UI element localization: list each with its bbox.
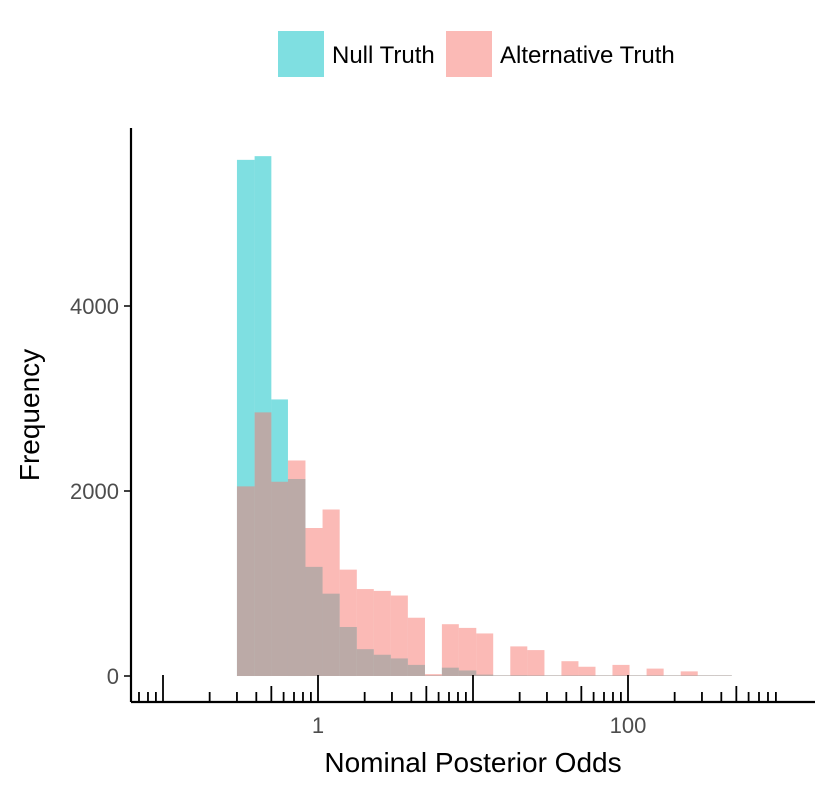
bar-alternative-truth-0 xyxy=(236,486,255,677)
bar-alternative-truth-25 xyxy=(663,675,681,676)
bar-alternative-truth-9 xyxy=(390,595,408,676)
x-tick-label-100: 100 xyxy=(610,713,647,738)
axes-layer: 0 2000 4000 1 100 xyxy=(70,128,815,738)
y-tick-label-4000: 4000 xyxy=(70,294,119,319)
bar-alternative-truth-1 xyxy=(254,412,272,677)
bar-alternative-truth-5 xyxy=(322,509,340,676)
bar-alternative-truth-12 xyxy=(441,624,459,676)
bar-alternative-truth-17 xyxy=(527,650,545,676)
bar-alternative-truth-13 xyxy=(458,627,477,676)
bar-alternative-truth-21 xyxy=(595,675,613,676)
bar-alternative-truth-15 xyxy=(493,675,511,676)
bar-alternative-truth-18 xyxy=(544,675,562,676)
bar-alternative-truth-6 xyxy=(339,569,357,677)
y-tick-label-2000: 2000 xyxy=(70,479,119,504)
x-axis-title: Nominal Posterior Odds xyxy=(324,747,621,778)
legend-label-null-truth: Null Truth xyxy=(332,42,435,69)
bar-alternative-truth-10 xyxy=(407,617,425,676)
bar-alternative-truth-28 xyxy=(714,675,732,676)
x-tick-label-1: 1 xyxy=(312,713,324,738)
bar-alternative-truth-11 xyxy=(424,674,442,676)
bar-alternative-truth-24 xyxy=(646,668,664,676)
bar-alternative-truth-2 xyxy=(271,481,288,676)
bar-alternative-truth-7 xyxy=(356,589,374,676)
y-axis-title: Frequency xyxy=(14,349,45,481)
bar-alternative-truth-26 xyxy=(680,671,698,677)
bar-alternative-truth-16 xyxy=(510,646,528,676)
bar-alternative-truth-3 xyxy=(287,460,306,677)
legend-key-alternative-truth xyxy=(446,31,492,77)
legend: Null Truth Alternative Truth xyxy=(278,31,675,77)
bar-alternative-truth-4 xyxy=(305,528,323,676)
legend-label-alternative-truth: Alternative Truth xyxy=(500,42,675,69)
bar-alternative-truth-8 xyxy=(373,590,391,676)
bars-layer xyxy=(236,156,732,677)
bar-alternative-truth-22 xyxy=(612,664,630,676)
bar-alternative-truth-14 xyxy=(476,633,494,676)
y-tick-label-0: 0 xyxy=(107,664,119,689)
legend-key-null-truth xyxy=(278,31,324,77)
bar-alternative-truth-27 xyxy=(697,675,715,676)
bar-alternative-truth-23 xyxy=(629,675,647,676)
bar-alternative-truth-19 xyxy=(561,661,579,676)
bar-alternative-truth-20 xyxy=(578,666,596,676)
